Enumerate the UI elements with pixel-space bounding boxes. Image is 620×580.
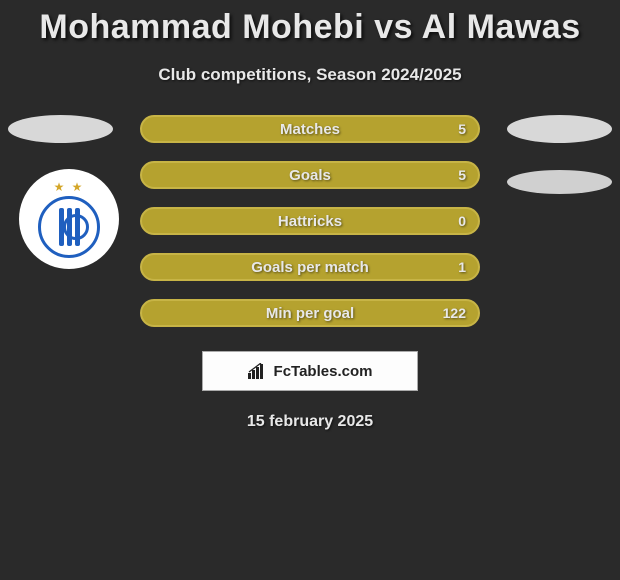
stat-bar-hattricks: Hattricks 0 (140, 207, 480, 235)
player-left-oval (8, 115, 113, 143)
stat-bar-goals: Goals 5 (140, 161, 480, 189)
stat-label: Matches (280, 121, 340, 138)
subtitle: Club competitions, Season 2024/2025 (0, 65, 620, 85)
player-right-oval-1 (507, 115, 612, 143)
stat-label: Hattricks (278, 213, 342, 230)
stat-value: 122 (443, 305, 466, 321)
stat-label: Goals per match (251, 259, 369, 276)
crest-emblem-icon (38, 196, 100, 258)
bar-chart-icon (248, 363, 268, 379)
stat-value: 5 (458, 121, 466, 137)
stat-value: 5 (458, 167, 466, 183)
crest-stars-icon: ★ ★ (54, 180, 85, 194)
stat-value: 1 (458, 259, 466, 275)
stat-bar-min-per-goal: Min per goal 122 (140, 299, 480, 327)
attribution-badge: FcTables.com (202, 351, 418, 391)
player-right-oval-2 (507, 170, 612, 194)
stat-bars: Matches 5 Goals 5 Hattricks 0 Goals per … (140, 115, 480, 327)
comparison-chart: ★ ★ Matches 5 Goals 5 Hattricks 0 Goals … (0, 115, 620, 327)
stat-label: Goals (289, 167, 331, 184)
date-label: 15 february 2025 (0, 413, 620, 431)
attribution-text: FcTables.com (274, 363, 373, 380)
club-crest: ★ ★ (19, 169, 119, 269)
stat-bar-goals-per-match: Goals per match 1 (140, 253, 480, 281)
stat-bar-matches: Matches 5 (140, 115, 480, 143)
page-title: Mohammad Mohebi vs Al Mawas (0, 0, 620, 47)
stat-value: 0 (458, 213, 466, 229)
stat-label: Min per goal (266, 305, 354, 322)
